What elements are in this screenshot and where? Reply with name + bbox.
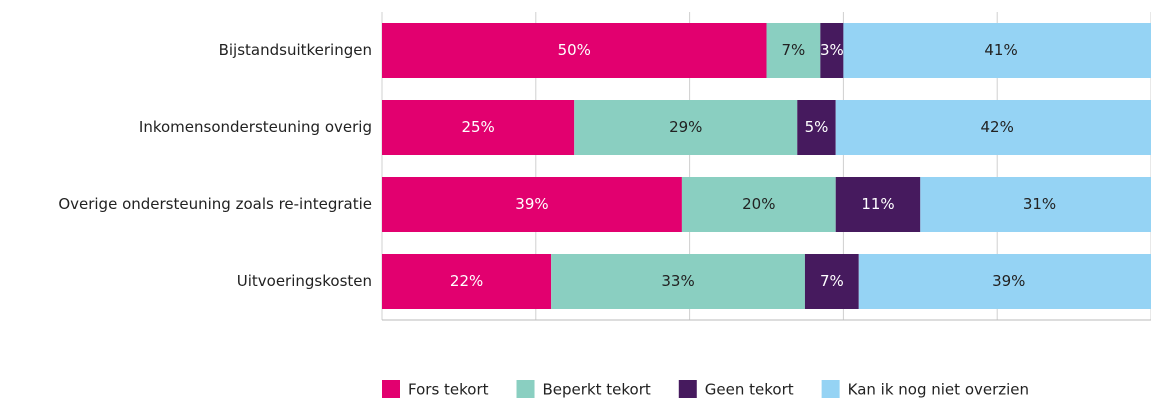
data-label: 20% — [742, 195, 775, 213]
bar-segment — [797, 100, 836, 155]
data-label: 41% — [984, 41, 1017, 59]
bar-segment — [843, 23, 1151, 78]
data-label: 39% — [515, 195, 548, 213]
legend-swatch — [382, 380, 400, 398]
legend-label: Geen tekort — [705, 381, 794, 399]
data-label: 25% — [461, 118, 494, 136]
data-label: 7% — [782, 41, 806, 59]
data-label: 39% — [992, 272, 1025, 290]
bar-segment — [858, 254, 1151, 309]
legend-swatch — [821, 380, 840, 398]
y-tick-label: Inkomensondersteuning overig — [139, 118, 372, 136]
y-tick-label: Overige ondersteuning zoals re-integrati… — [58, 195, 372, 213]
bar-segment — [920, 177, 1151, 232]
legend-label: Beperkt tekort — [543, 381, 651, 399]
bar-segment — [820, 23, 844, 78]
data-label: 29% — [669, 118, 702, 136]
data-label: 31% — [1023, 195, 1056, 213]
bar-segment — [551, 254, 805, 309]
data-label: 42% — [981, 118, 1014, 136]
data-label: 11% — [861, 195, 894, 213]
bar-segment — [835, 100, 1151, 155]
y-tick-label: Uitvoeringskosten — [237, 272, 372, 290]
data-label: 5% — [805, 118, 829, 136]
legend-swatch — [678, 380, 697, 398]
y-tick-label: Bijstandsuitkeringen — [219, 41, 372, 59]
data-label: 22% — [450, 272, 483, 290]
bar-segment — [382, 177, 682, 232]
legend-label: Kan ik nog niet overzien — [848, 381, 1029, 399]
bar-segment — [804, 254, 859, 309]
bar-segment — [382, 254, 552, 309]
bar-segment — [835, 177, 921, 232]
legend-swatch — [516, 380, 535, 398]
data-label: 50% — [558, 41, 591, 59]
bar-segment — [766, 23, 821, 78]
bar-segment — [574, 100, 798, 155]
legend-label: Fors tekort — [408, 381, 489, 399]
data-label: 3% — [820, 41, 844, 59]
bar-segment — [681, 177, 836, 232]
data-label: 7% — [820, 272, 844, 290]
bar-segment — [382, 23, 767, 78]
data-label: 33% — [661, 272, 694, 290]
bar-segment — [382, 100, 575, 155]
